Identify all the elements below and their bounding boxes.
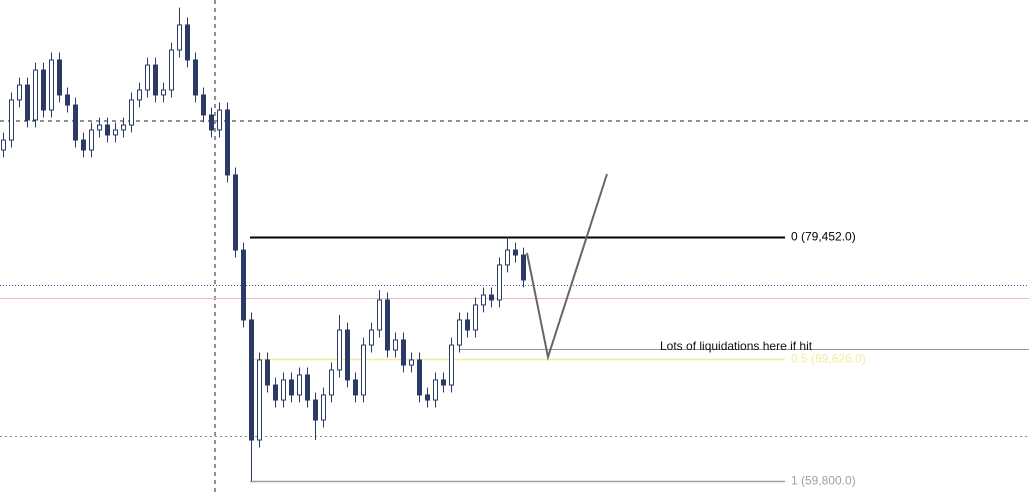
- candle-body: [65, 94, 70, 106]
- candle-body: [441, 379, 446, 386]
- candle-body: [409, 359, 414, 366]
- candle-body: [273, 384, 278, 401]
- candle-body: [217, 109, 222, 131]
- candle-body: [233, 174, 238, 251]
- candle-body: [105, 124, 110, 136]
- candle-body: [465, 319, 470, 331]
- fib-label: 1 (59,800.0): [791, 474, 856, 488]
- fib-label: 0 (79,452.0): [791, 230, 856, 244]
- candle-body: [457, 319, 462, 346]
- candle-body: [497, 264, 502, 301]
- candle-body: [369, 329, 374, 346]
- candle-body: [113, 129, 118, 136]
- candle-body: [89, 129, 94, 151]
- candle-body: [129, 99, 134, 126]
- candle-body: [193, 59, 198, 96]
- candle-body: [417, 359, 422, 396]
- fib-label: 0.5 (69,626.0): [791, 352, 866, 366]
- candle-body: [209, 114, 214, 131]
- candle-body: [361, 344, 366, 396]
- candle-body: [1, 139, 6, 151]
- candle-body: [185, 24, 190, 61]
- candle-body: [385, 299, 390, 351]
- candle-body: [425, 394, 430, 401]
- candle-body: [329, 369, 334, 396]
- candle-body: [353, 379, 358, 396]
- candle-body: [521, 254, 526, 281]
- candle-body: [241, 249, 246, 321]
- candle-body: [449, 344, 454, 386]
- candle-body: [169, 49, 174, 91]
- candle-body: [49, 59, 54, 111]
- candle-body: [505, 249, 510, 266]
- candle-body: [321, 394, 326, 421]
- candle-body: [17, 84, 22, 101]
- candle-body: [81, 139, 86, 151]
- candle-body: [513, 249, 518, 256]
- candle-body: [313, 399, 318, 421]
- candle-body: [337, 329, 342, 371]
- candle-body: [41, 69, 46, 111]
- candle-body: [177, 24, 182, 51]
- candle-body: [97, 124, 102, 131]
- candle-body: [257, 359, 262, 441]
- candle-body: [393, 339, 398, 351]
- candle-body: [249, 319, 254, 441]
- candle-body: [73, 104, 78, 141]
- candle-body: [57, 59, 62, 96]
- candle-body: [305, 374, 310, 401]
- candle-body: [137, 89, 142, 101]
- candle-body: [153, 64, 158, 96]
- candle-body: [9, 99, 14, 141]
- candle-body: [481, 294, 486, 306]
- candle-body: [281, 379, 286, 401]
- candle-body: [345, 329, 350, 381]
- annotation: Lots of liquidations here if hit: [660, 339, 813, 353]
- candle-body: [25, 84, 30, 121]
- candle-body: [473, 304, 478, 331]
- candle-body: [33, 69, 38, 121]
- candle-body: [265, 359, 270, 386]
- projection-path: [526, 173, 608, 361]
- candle-body: [489, 294, 494, 301]
- candle-body: [401, 339, 406, 366]
- candle-body: [289, 379, 294, 396]
- candle-body: [433, 379, 438, 401]
- candle-body: [145, 64, 150, 91]
- candle-body: [377, 299, 382, 331]
- candle-body: [297, 374, 302, 396]
- candle-body: [161, 89, 166, 96]
- candle-body: [201, 94, 206, 116]
- candle-body: [121, 124, 126, 131]
- candle-body: [225, 109, 230, 176]
